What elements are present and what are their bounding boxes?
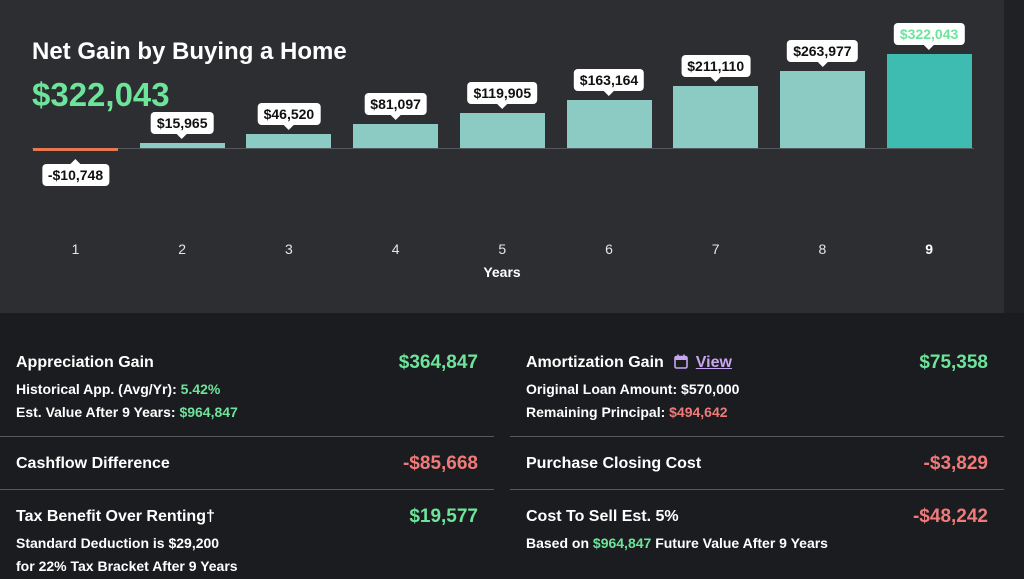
appreciation-gain-label: Appreciation Gain bbox=[16, 354, 154, 371]
cost-to-sell-card: Cost To Sell Est. 5% -$48,242 Based on $… bbox=[526, 506, 988, 558]
view-amortization-link[interactable]: View bbox=[695, 354, 732, 371]
bar-year-3[interactable] bbox=[246, 134, 332, 148]
chart-baseline bbox=[32, 148, 974, 149]
original-loan-line: Original Loan Amount: $570,000 bbox=[526, 381, 740, 397]
historical-appreciation-value: 5.42% bbox=[180, 381, 221, 397]
cashflow-difference-amount: -$85,668 bbox=[402, 453, 478, 474]
calendar-icon bbox=[673, 354, 688, 374]
future-value: $964,847 bbox=[592, 535, 652, 551]
divider bbox=[510, 436, 1004, 437]
x-tick-7: 7 bbox=[711, 241, 720, 257]
purchase-closing-cost-amount: -$3,829 bbox=[923, 453, 988, 474]
x-tick-2: 2 bbox=[178, 241, 187, 257]
amortization-gain-amount: $75,358 bbox=[919, 352, 988, 373]
headline-net-gain: $322,043 bbox=[32, 76, 170, 113]
bar-year-7[interactable] bbox=[673, 86, 759, 148]
value-label-year-8: $263,977 bbox=[787, 39, 858, 67]
value-label-year-4: $81,097 bbox=[364, 93, 427, 121]
tax-benefit-amount: $19,577 bbox=[409, 506, 478, 527]
remaining-principal-value: $494,642 bbox=[669, 404, 728, 420]
bar-year-1[interactable] bbox=[33, 148, 118, 152]
x-tick-9: 9 bbox=[925, 241, 933, 257]
bar-year-5[interactable] bbox=[459, 113, 545, 148]
value-label-year-7: $211,110 bbox=[681, 55, 751, 83]
cost-to-sell-amount: -$48,242 bbox=[912, 506, 988, 527]
x-tick-4: 4 bbox=[391, 241, 400, 257]
remaining-principal-line: Remaining Principal: $494,642 bbox=[526, 404, 728, 420]
divider bbox=[0, 489, 494, 490]
x-tick-5: 5 bbox=[498, 241, 507, 257]
value-label-year-3: $46,520 bbox=[257, 103, 321, 131]
historical-appreciation-line: Historical App. (Avg/Yr): 5.42% bbox=[16, 381, 221, 397]
cashflow-difference-card: Cashflow Difference -$85,668 bbox=[16, 453, 478, 477]
original-loan-value: $570,000 bbox=[681, 381, 740, 397]
tax-benefit-card: Tax Benefit Over Renting† $19,577 Standa… bbox=[16, 506, 478, 578]
divider bbox=[0, 436, 494, 437]
appreciation-gain-card: Appreciation Gain $364,847 Historical Ap… bbox=[16, 352, 478, 424]
value-label-year-5: $119,905 bbox=[467, 82, 538, 109]
scroll-strip bbox=[1004, 0, 1024, 313]
tax-benefit-label: Tax Benefit Over Renting† bbox=[16, 508, 215, 525]
purchase-closing-cost-label: Purchase Closing Cost bbox=[526, 455, 702, 472]
estimated-value-line: Est. Value After 9 Years: $964,847 bbox=[16, 404, 238, 420]
x-axis-label: Years bbox=[483, 264, 521, 280]
appreciation-gain-amount: $364,847 bbox=[398, 352, 478, 373]
value-label-year-6: $163,164 bbox=[573, 69, 645, 97]
purchase-closing-cost-card: Purchase Closing Cost -$3,829 bbox=[526, 453, 988, 477]
bar-year-8[interactable] bbox=[779, 70, 865, 148]
future-value-line: Based on $964,847 Future Value After 9 Y… bbox=[526, 535, 828, 551]
amortization-gain-label-row: Amortization Gain View bbox=[526, 354, 732, 374]
x-tick-1: 1 bbox=[71, 241, 80, 257]
x-tick-8: 8 bbox=[818, 241, 827, 257]
value-label-year-2: $15,965 bbox=[150, 112, 214, 140]
cost-to-sell-label: Cost To Sell Est. 5% bbox=[526, 508, 679, 525]
x-tick-6: 6 bbox=[605, 241, 613, 257]
value-label-year-9: $322,043 bbox=[893, 23, 965, 50]
bar-year-9[interactable] bbox=[886, 54, 972, 148]
bar-year-6[interactable] bbox=[566, 100, 652, 148]
standard-deduction-line: Standard Deduction is $29,200 bbox=[16, 535, 220, 551]
x-tick-3: 3 bbox=[284, 241, 293, 257]
value-label-year-1: -$10,748 bbox=[41, 159, 110, 187]
bar-year-2[interactable] bbox=[139, 143, 225, 148]
bar-year-4[interactable] bbox=[353, 124, 439, 148]
tax-bracket-line: for 22% Tax Bracket After 9 Years bbox=[16, 558, 238, 574]
amortization-gain-label: Amortization Gain bbox=[526, 354, 664, 371]
cashflow-difference-label: Cashflow Difference bbox=[16, 455, 170, 472]
divider bbox=[510, 489, 1004, 490]
amortization-gain-card: Amortization Gain View $75,358 Original L… bbox=[526, 352, 988, 424]
chart-title: Net Gain by Buying a Home bbox=[32, 38, 347, 65]
estimated-value: $964,847 bbox=[179, 404, 238, 420]
chart-panel: Net Gain by Buying a Home $322,043 -$10,… bbox=[0, 0, 1004, 313]
